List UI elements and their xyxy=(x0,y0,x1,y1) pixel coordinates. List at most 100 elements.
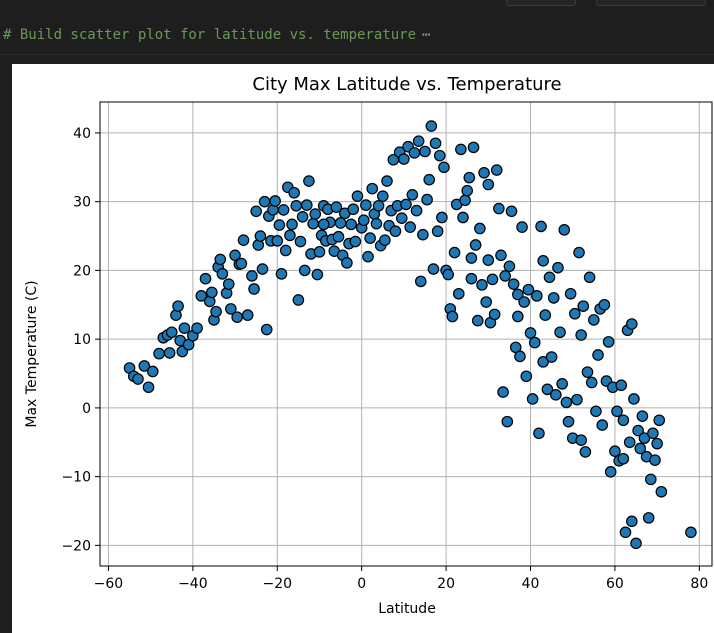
data-point xyxy=(495,249,507,262)
more-icon[interactable]: ⋯ xyxy=(422,27,431,43)
data-point xyxy=(330,201,343,213)
x-axis-ticks: −60 −40 −20 0 20 40 60 80 xyxy=(94,566,708,592)
data-point xyxy=(222,278,235,290)
code-cell[interactable]: # Build scatter plot for latitude vs. te… xyxy=(0,18,714,55)
data-point xyxy=(636,410,649,422)
data-point xyxy=(482,254,495,266)
data-point xyxy=(206,286,218,299)
data-point xyxy=(628,393,640,405)
data-point xyxy=(417,228,429,241)
data-point xyxy=(465,252,478,264)
data-point xyxy=(539,309,552,321)
data-point xyxy=(296,210,309,223)
data-point xyxy=(554,326,566,339)
data-point xyxy=(524,327,537,339)
data-point xyxy=(522,283,535,296)
data-point xyxy=(535,220,547,233)
data-point xyxy=(357,214,370,227)
data-point xyxy=(469,239,482,251)
data-point xyxy=(480,296,492,308)
data-point xyxy=(573,246,585,259)
data-point xyxy=(313,246,326,258)
data-point xyxy=(408,147,421,159)
data-point xyxy=(246,270,258,282)
data-point xyxy=(286,218,298,231)
data-point xyxy=(617,414,630,427)
data-point xyxy=(550,389,562,401)
data-point xyxy=(617,452,630,465)
data-point xyxy=(647,427,659,440)
data-point xyxy=(231,311,243,323)
x-tick-label: 0 xyxy=(357,576,366,592)
data-point xyxy=(379,234,391,246)
data-point xyxy=(277,204,290,216)
data-point xyxy=(564,287,577,300)
data-point xyxy=(303,175,315,187)
data-point xyxy=(588,314,600,326)
x-tick-label: −20 xyxy=(262,576,292,592)
toolbar-button[interactable] xyxy=(506,0,576,6)
data-point xyxy=(602,336,615,348)
data-point xyxy=(526,393,539,405)
data-point xyxy=(341,257,353,269)
data-point xyxy=(153,347,165,360)
data-point xyxy=(406,189,419,201)
data-point xyxy=(165,326,178,339)
data-point xyxy=(389,225,402,238)
data-point xyxy=(590,405,602,418)
data-point xyxy=(284,229,296,242)
data-point xyxy=(431,225,444,238)
data-point xyxy=(611,405,623,418)
data-point xyxy=(279,244,292,257)
data-point xyxy=(398,153,410,165)
y-tick-label: 30 xyxy=(73,195,91,211)
data-point xyxy=(163,347,176,359)
data-point xyxy=(381,175,393,187)
data-point xyxy=(214,253,227,266)
data-point xyxy=(630,537,642,550)
data-point xyxy=(237,234,250,246)
cell-output: −60 −40 −20 0 20 40 60 80 −20 −10 0 10 20 30 40 City … xyxy=(12,64,714,633)
data-point xyxy=(493,202,505,215)
data-point xyxy=(575,434,587,447)
data-point xyxy=(577,300,590,312)
data-point xyxy=(507,278,520,290)
data-point xyxy=(685,526,697,539)
data-point xyxy=(596,419,609,431)
data-point xyxy=(626,318,638,330)
data-point xyxy=(505,205,518,218)
data-point xyxy=(476,279,488,291)
data-point xyxy=(210,305,222,318)
data-point xyxy=(634,442,647,455)
data-point xyxy=(146,365,159,378)
data-point xyxy=(360,199,372,211)
x-tick-label: 60 xyxy=(606,576,624,592)
x-axis-label: Latitude xyxy=(378,601,436,617)
data-point xyxy=(642,512,655,524)
data-point xyxy=(362,250,374,263)
data-point xyxy=(395,212,408,224)
data-point xyxy=(404,221,417,233)
toolbar-button[interactable] xyxy=(596,0,706,6)
data-point xyxy=(241,309,254,321)
data-points xyxy=(123,120,697,550)
data-point xyxy=(552,261,564,274)
y-tick-label: −10 xyxy=(61,470,91,486)
data-point xyxy=(615,379,628,392)
data-point xyxy=(311,268,324,281)
data-point xyxy=(503,260,516,273)
y-tick-label: 40 xyxy=(73,126,91,142)
data-point xyxy=(651,437,663,450)
data-point xyxy=(423,173,436,186)
y-axis-label: Max Temperature (C) xyxy=(24,280,40,427)
data-point xyxy=(275,268,288,280)
data-point xyxy=(655,485,668,498)
data-point xyxy=(235,257,248,270)
data-point xyxy=(604,466,617,478)
data-point xyxy=(585,376,598,389)
data-point xyxy=(575,329,587,341)
data-point xyxy=(463,171,476,184)
data-point xyxy=(632,424,644,437)
data-point xyxy=(598,298,611,311)
data-point xyxy=(427,263,440,275)
